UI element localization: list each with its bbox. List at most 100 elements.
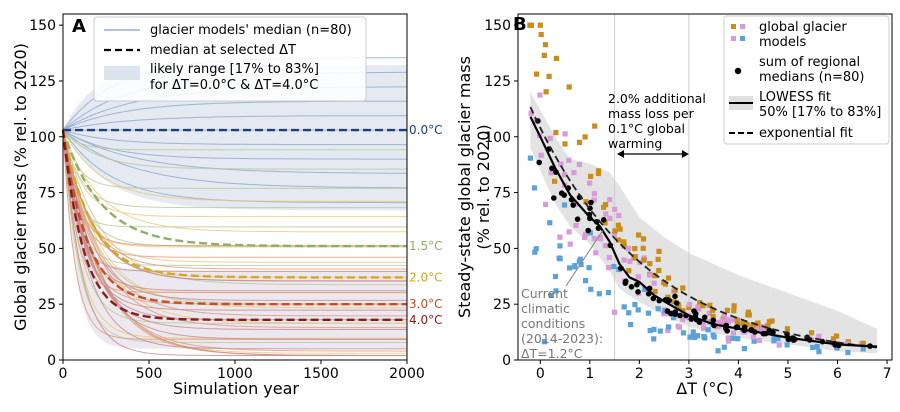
annotation-line-3: 0.1°C global xyxy=(608,121,685,136)
model-point xyxy=(724,307,730,313)
regional-median-point xyxy=(724,328,730,334)
exponential-fit-line xyxy=(529,106,878,349)
model-point xyxy=(652,273,658,279)
y-tick-label: 75 xyxy=(493,186,511,202)
model-point xyxy=(645,310,651,316)
model-point xyxy=(707,318,713,325)
y-tick-label: 125 xyxy=(484,74,511,90)
model-line xyxy=(62,129,407,218)
model-point xyxy=(617,226,623,232)
model-point xyxy=(636,232,642,238)
model-point xyxy=(680,285,686,291)
model-point xyxy=(725,319,731,325)
model-point xyxy=(621,257,627,263)
model-point xyxy=(567,241,573,247)
panel-b-plot-area xyxy=(527,14,878,360)
model-point xyxy=(745,309,751,315)
regional-median-point xyxy=(588,199,594,206)
model-line xyxy=(62,130,407,301)
model-point xyxy=(591,236,597,242)
model-point xyxy=(692,334,698,340)
model-point xyxy=(602,220,608,226)
panel-a-ticks: 0 500 1000 1500 2000 0 25 50 75 100 125 150 xyxy=(29,18,425,382)
model-line xyxy=(62,130,407,293)
model-point xyxy=(834,345,840,351)
model-point xyxy=(845,349,851,356)
model-point xyxy=(730,335,736,341)
y-tick-label: 100 xyxy=(484,130,511,146)
legend-swatch-pink xyxy=(740,24,745,29)
model-point xyxy=(715,348,721,354)
regional-median-point xyxy=(561,192,567,198)
model-line xyxy=(62,130,407,321)
model-point xyxy=(784,326,791,332)
model-point xyxy=(548,292,554,298)
model-point xyxy=(557,256,563,262)
model-point xyxy=(573,222,579,228)
regional-median-point xyxy=(549,165,555,172)
model-point xyxy=(830,336,837,342)
model-line xyxy=(62,130,407,356)
model-point xyxy=(576,139,583,145)
x-tick-label: 7 xyxy=(883,366,892,382)
model-point xyxy=(572,264,578,270)
model-point xyxy=(710,313,716,319)
model-line xyxy=(62,129,407,202)
model-point xyxy=(576,161,583,168)
model-point xyxy=(662,281,668,287)
model-point xyxy=(602,243,608,249)
model-point xyxy=(651,336,657,342)
model-point xyxy=(571,170,577,176)
x-tick-label: 1500 xyxy=(303,366,339,382)
model-point xyxy=(621,239,627,245)
model-point xyxy=(528,110,534,116)
model-point xyxy=(612,309,618,315)
model-line xyxy=(62,129,407,170)
model-point xyxy=(656,248,662,254)
model-point xyxy=(588,286,594,292)
model-point xyxy=(700,320,706,326)
model-point xyxy=(566,84,572,90)
mass-loss-annotation: 2.0% additional mass loss per 0.1°C glob… xyxy=(608,91,706,151)
model-point xyxy=(557,243,563,249)
x-tick-label: 1000 xyxy=(217,366,253,382)
regional-median-point xyxy=(585,227,591,234)
model-point xyxy=(553,288,559,294)
model-line xyxy=(62,115,408,131)
model-point xyxy=(651,326,657,332)
model-point xyxy=(605,290,611,296)
current-pointer-line xyxy=(565,230,604,287)
panel-b: 0 1 2 3 4 5 6 7 0 25 50 75 100 125 150 B 2.0% addition… xyxy=(455,13,893,398)
model-point xyxy=(725,335,731,341)
model-point xyxy=(808,330,815,336)
x-tick-label: 4 xyxy=(734,366,743,382)
panel-a-plot-area: 0.0°C 1.5°C 2.0°C 3.0°C 4.0°C xyxy=(61,57,442,356)
model-point xyxy=(833,333,840,339)
model-point xyxy=(860,346,866,352)
model-point xyxy=(642,286,648,292)
regional-median-point xyxy=(570,202,576,208)
model-point xyxy=(640,245,646,251)
model-point xyxy=(553,55,559,61)
model-point xyxy=(816,349,822,355)
model-point xyxy=(533,246,539,252)
model-point xyxy=(546,73,552,79)
legend-exp: exponential fit xyxy=(759,126,853,141)
model-point xyxy=(621,304,627,310)
model-point xyxy=(578,262,584,268)
model-point xyxy=(537,92,543,98)
model-point xyxy=(543,89,549,95)
model-point xyxy=(558,161,564,167)
arrow-head-right xyxy=(681,150,689,158)
regional-median-point xyxy=(710,317,717,324)
model-point xyxy=(860,340,866,346)
model-point xyxy=(707,302,713,308)
annotation-line-1: 2.0% additional xyxy=(608,91,706,106)
model-point xyxy=(603,211,609,217)
regional-median-point xyxy=(628,284,635,290)
model-point xyxy=(657,328,663,334)
model-point xyxy=(771,336,777,342)
model-point xyxy=(774,335,780,341)
model-line xyxy=(62,129,407,160)
model-point xyxy=(721,312,727,318)
